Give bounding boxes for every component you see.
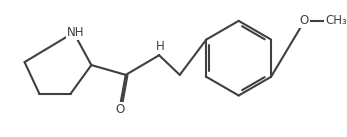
Text: NH: NH bbox=[67, 26, 84, 39]
Text: CH₃: CH₃ bbox=[325, 14, 347, 27]
Text: H: H bbox=[156, 40, 164, 53]
Text: O: O bbox=[115, 103, 125, 116]
Text: O: O bbox=[300, 14, 309, 27]
